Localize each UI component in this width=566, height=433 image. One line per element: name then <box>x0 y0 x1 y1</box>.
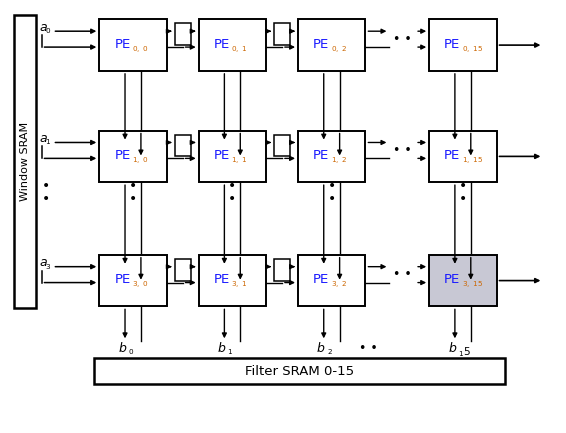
Text: $b$: $b$ <box>448 341 457 355</box>
Text: $_{0,\ 1}$: $_{0,\ 1}$ <box>231 44 248 55</box>
Text: $\mathrm{PE}$: $\mathrm{PE}$ <box>443 273 461 286</box>
Text: •
•: • • <box>328 179 336 206</box>
Bar <box>175 23 191 45</box>
Text: $\mathrm{PE}$: $\mathrm{PE}$ <box>213 38 230 51</box>
Text: $a$: $a$ <box>38 21 48 34</box>
Bar <box>274 23 290 45</box>
Bar <box>298 19 366 71</box>
Text: $_3$: $_3$ <box>45 262 51 271</box>
Bar <box>429 255 496 307</box>
Text: $_15$: $_15$ <box>458 345 471 359</box>
Text: $\mathrm{PE}$: $\mathrm{PE}$ <box>213 149 230 162</box>
Text: $\mathrm{PE}$: $\mathrm{PE}$ <box>114 273 131 286</box>
Text: $b$: $b$ <box>118 341 127 355</box>
Bar <box>199 19 266 71</box>
Text: $_{3,\ 2}$: $_{3,\ 2}$ <box>331 279 348 290</box>
Text: $\mathrm{PE}$: $\mathrm{PE}$ <box>114 149 131 162</box>
Text: •
•: • • <box>458 179 467 206</box>
Bar <box>14 15 36 308</box>
Text: $\mathrm{PE}$: $\mathrm{PE}$ <box>312 273 330 286</box>
Text: Window SRAM: Window SRAM <box>20 122 29 201</box>
Bar <box>274 259 290 281</box>
Text: •
•: • • <box>41 179 50 206</box>
Text: $\mathrm{PE}$: $\mathrm{PE}$ <box>213 273 230 286</box>
Bar <box>175 259 191 281</box>
Text: $_1$: $_1$ <box>228 347 233 357</box>
Bar <box>429 19 496 71</box>
Bar <box>99 131 167 182</box>
Text: Filter SRAM 0-15: Filter SRAM 0-15 <box>245 365 354 378</box>
Text: • •: • • <box>359 342 378 355</box>
Bar <box>429 131 496 182</box>
Text: $_0$: $_0$ <box>128 347 134 357</box>
Text: $b$: $b$ <box>217 341 226 355</box>
Text: $_{1,\ 2}$: $_{1,\ 2}$ <box>331 155 348 166</box>
Bar <box>298 255 366 307</box>
Text: $\mathrm{PE}$: $\mathrm{PE}$ <box>114 38 131 51</box>
Text: • •: • • <box>393 144 411 157</box>
Text: • •: • • <box>393 32 411 45</box>
Text: $_2$: $_2$ <box>327 347 333 357</box>
Text: •
•: • • <box>129 179 137 206</box>
Bar <box>175 135 191 156</box>
Text: $_{1,\ 1}$: $_{1,\ 1}$ <box>231 155 248 166</box>
Bar <box>99 255 167 307</box>
Text: $_{1,\ 0}$: $_{1,\ 0}$ <box>132 155 149 166</box>
Text: $_1$: $_1$ <box>45 138 50 148</box>
Bar <box>274 135 290 156</box>
Text: $_{3,\ 15}$: $_{3,\ 15}$ <box>462 279 483 290</box>
Bar <box>199 131 266 182</box>
Text: •
•: • • <box>228 179 237 206</box>
Bar <box>298 131 366 182</box>
Text: $_{0,\ 0}$: $_{0,\ 0}$ <box>132 44 149 55</box>
Bar <box>94 358 504 384</box>
Text: $_{1,\ 15}$: $_{1,\ 15}$ <box>462 155 483 166</box>
Text: $_{3,\ 1}$: $_{3,\ 1}$ <box>231 279 248 290</box>
Text: $_0$: $_0$ <box>45 26 51 36</box>
Text: $\mathrm{PE}$: $\mathrm{PE}$ <box>312 38 330 51</box>
Text: $b$: $b$ <box>316 341 325 355</box>
Text: $_{0,\ 15}$: $_{0,\ 15}$ <box>462 44 483 55</box>
Text: • •: • • <box>393 268 411 281</box>
Bar <box>99 19 167 71</box>
Text: $a$: $a$ <box>38 132 48 145</box>
Text: $a$: $a$ <box>38 256 48 269</box>
Text: $_{0,\ 2}$: $_{0,\ 2}$ <box>331 44 348 55</box>
Text: $\mathrm{PE}$: $\mathrm{PE}$ <box>312 149 330 162</box>
Text: $\mathrm{PE}$: $\mathrm{PE}$ <box>443 149 461 162</box>
Text: $_{3,\ 0}$: $_{3,\ 0}$ <box>132 279 149 290</box>
Text: $\mathrm{PE}$: $\mathrm{PE}$ <box>443 38 461 51</box>
Bar <box>199 255 266 307</box>
